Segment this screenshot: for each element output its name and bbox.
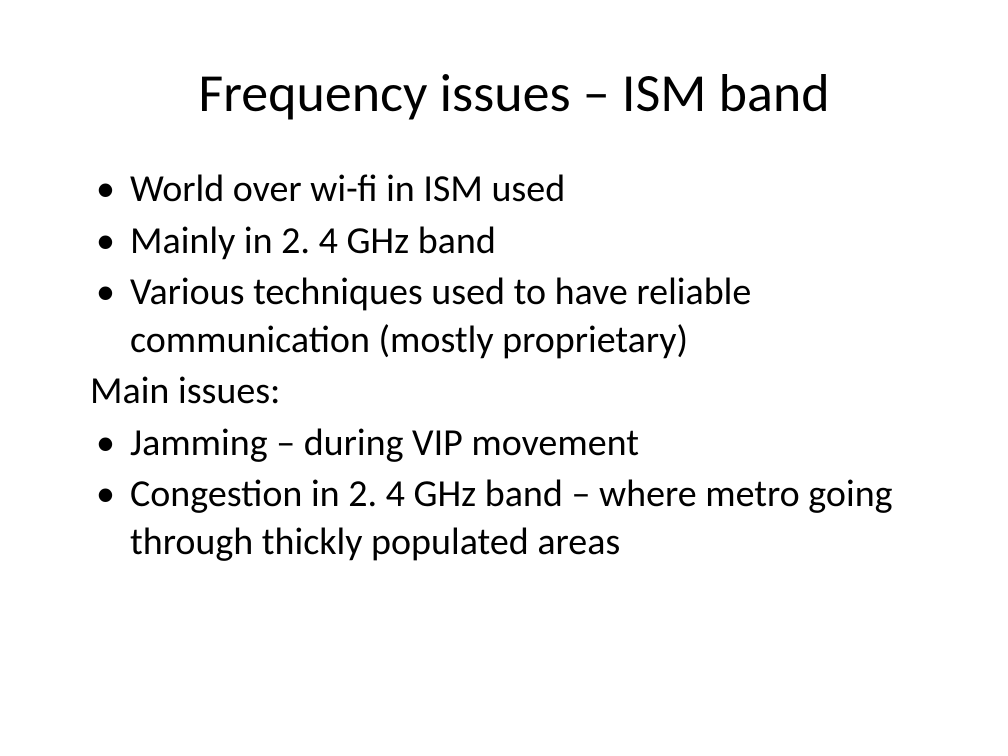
bullet-item: Jamming – during VIP movement: [90, 420, 938, 468]
bullet-list-bottom: Jamming – during VIP movement Congestion…: [90, 420, 938, 567]
slide: Frequency issues – ISM band World over w…: [0, 0, 1008, 756]
bullet-item: Congestion in 2. 4 GHz band – where metr…: [90, 471, 938, 566]
slide-title: Frequency issues – ISM band: [90, 60, 938, 126]
bullet-item: Mainly in 2. 4 GHz band: [90, 218, 938, 266]
slide-body: World over wi-fi in ISM used Mainly in 2…: [90, 166, 938, 566]
bullet-item: World over wi-fi in ISM used: [90, 166, 938, 214]
section-label: Main issues:: [90, 368, 938, 416]
bullet-list-top: World over wi-fi in ISM used Mainly in 2…: [90, 166, 938, 364]
bullet-item: Various techniques used to have reliable…: [90, 269, 938, 364]
